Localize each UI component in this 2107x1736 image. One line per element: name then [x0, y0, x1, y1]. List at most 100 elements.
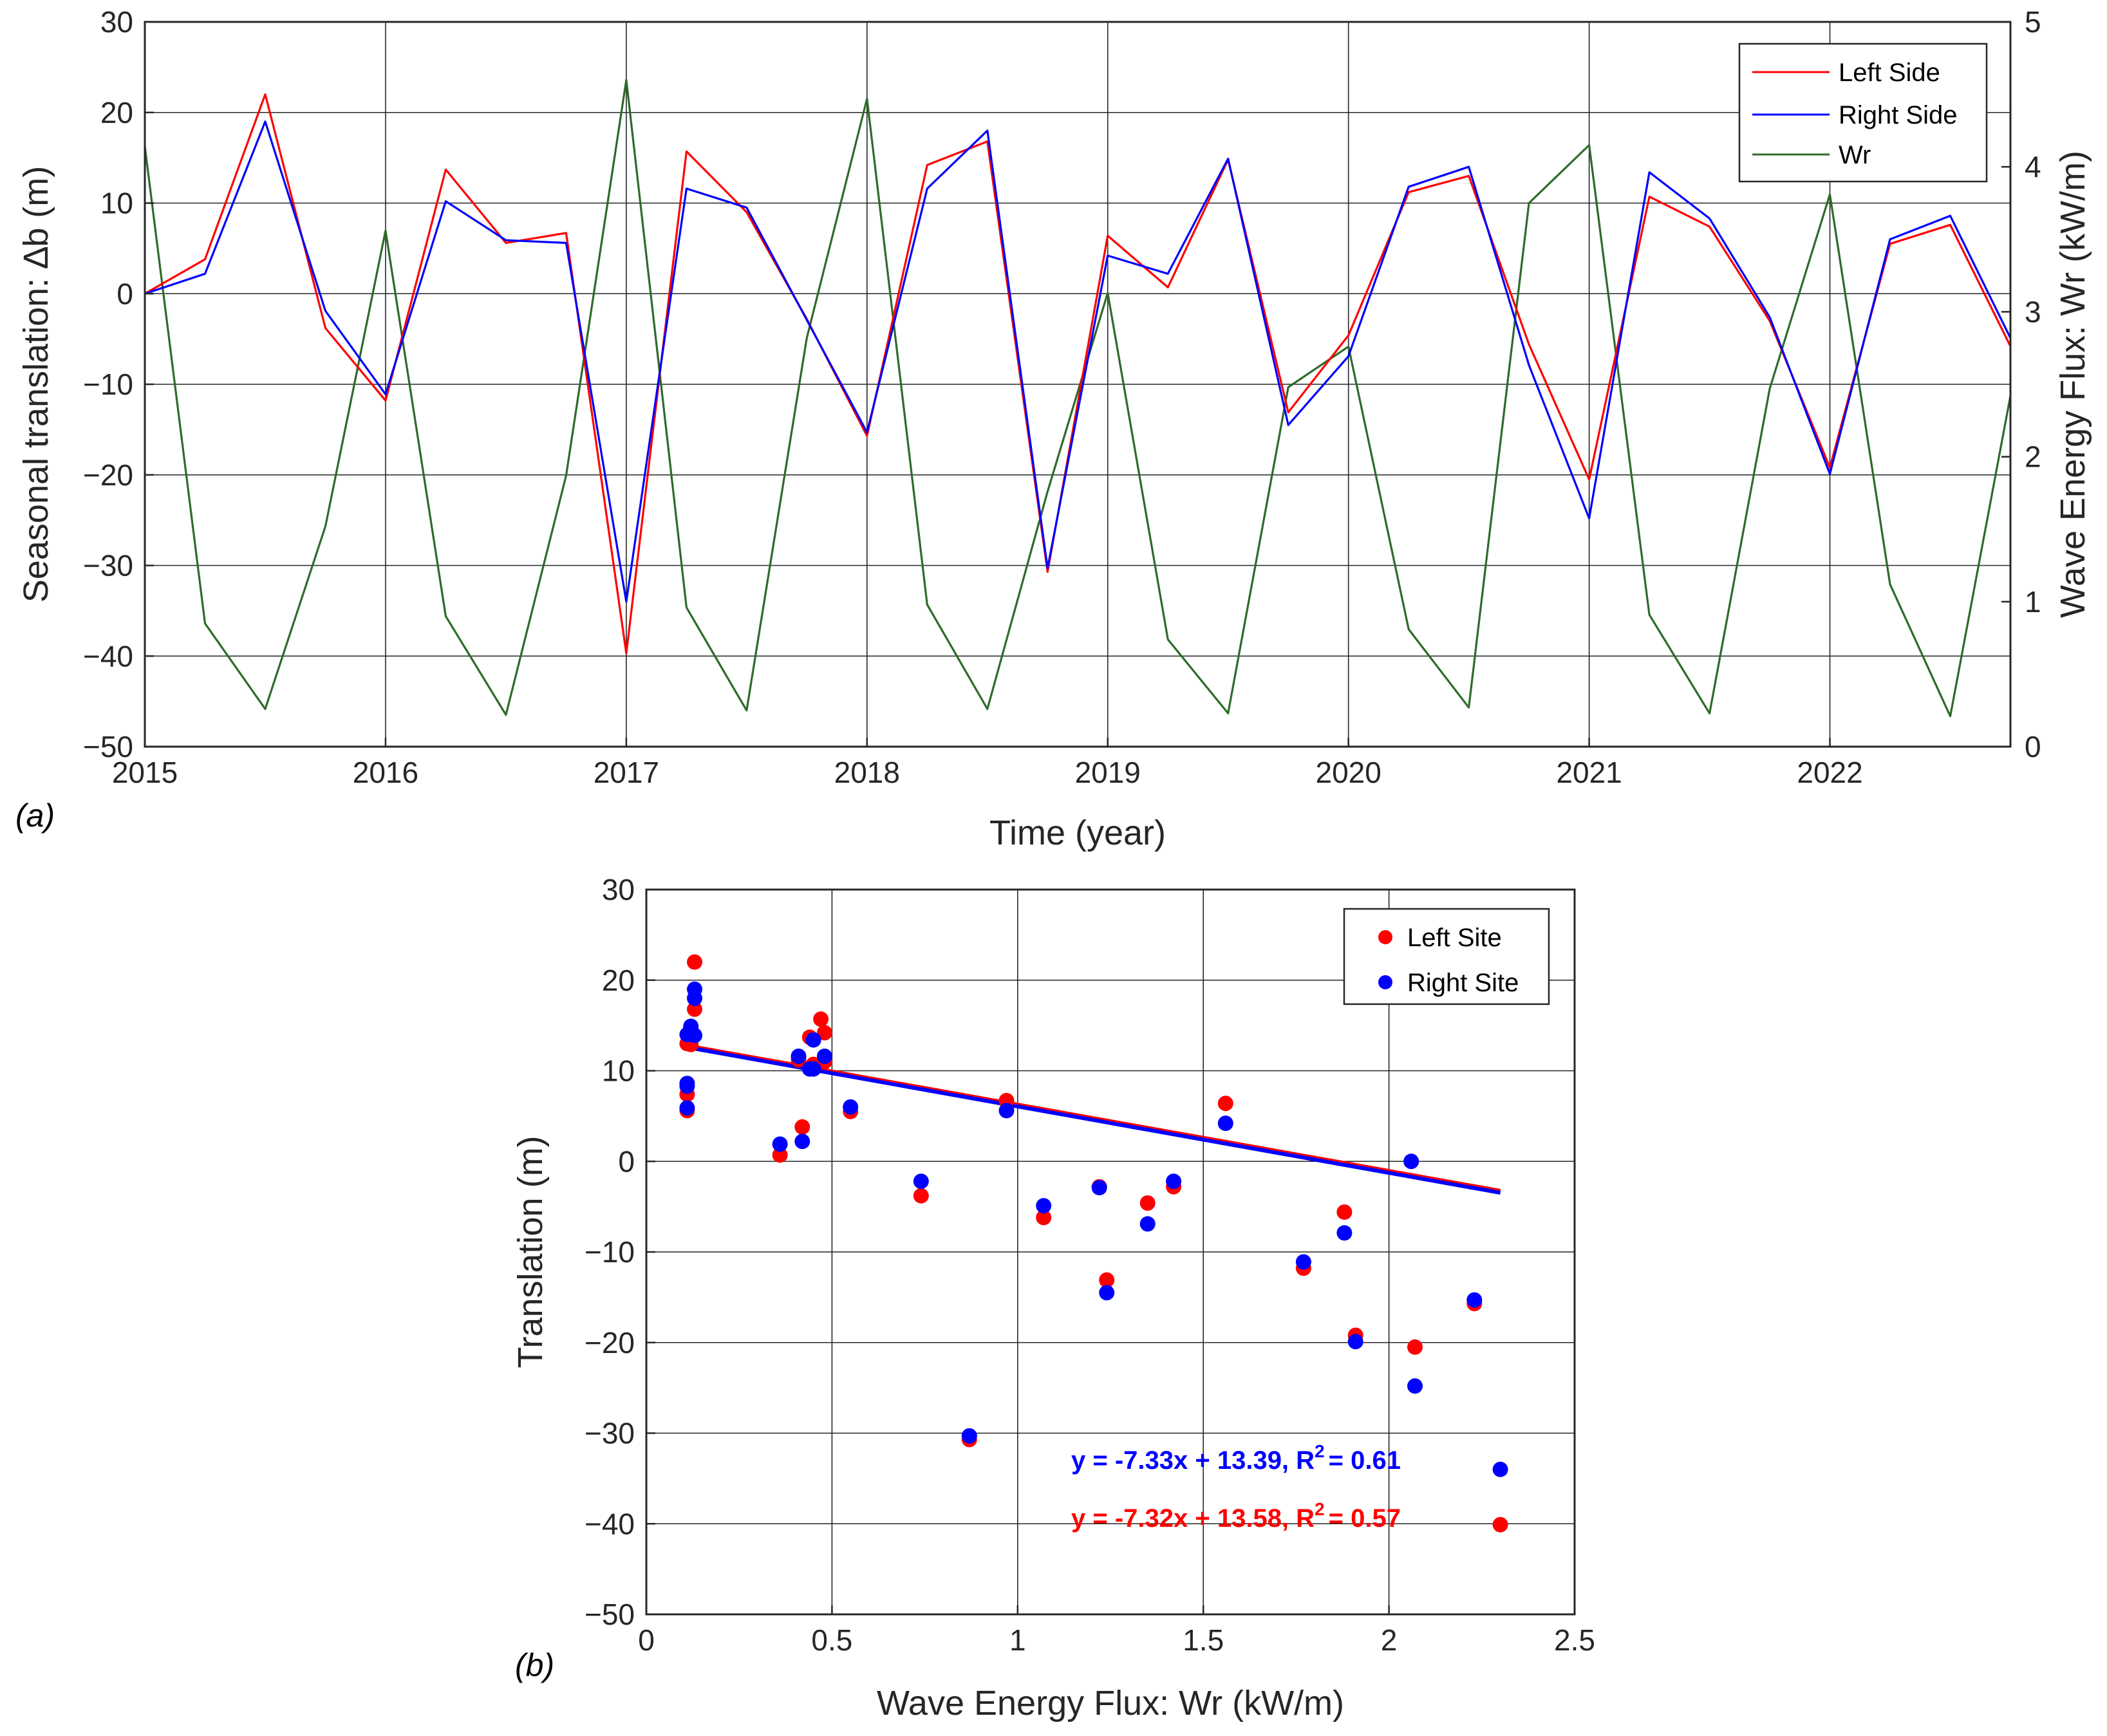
panel-a-legend: Left Side Right Side Wr — [1738, 42, 1988, 183]
legend-label-right-site: Right Site — [1407, 969, 1519, 997]
panel-a-ytick-label-5: 0 — [117, 277, 133, 310]
panel-a-ytick-label-2: −30 — [83, 549, 133, 583]
fit-equation-left-site: y = -7.32x + 13.58, R2 = 0.57 — [1071, 1499, 1401, 1533]
legend-label-left-site: Left Site — [1407, 924, 1502, 952]
scatter-point-right-site — [961, 1428, 977, 1444]
scatter-point-left-site — [687, 954, 702, 970]
panel-b-xtick-label-4: 2 — [1381, 1623, 1398, 1657]
scatter-point-right-site — [679, 1078, 695, 1094]
panel-a-xtick-label-2020: 2020 — [1316, 756, 1381, 789]
panel-a-xtick-label-2015: 2015 — [112, 756, 178, 789]
panel-a-ticks: 2015 2016 2017 2018 2019 2020 2021 2022−50−40−3… — [83, 5, 2041, 789]
panel-a-series — [144, 79, 2012, 718]
scatter-point-left-site — [687, 1001, 702, 1017]
panel-b-xtick-label-1: 0.5 — [811, 1623, 852, 1657]
panel-a-y2tick-label-4: 4 — [2025, 150, 2041, 183]
scatter-point-left-site — [913, 1188, 929, 1204]
scatter-point-right-site — [1336, 1225, 1353, 1241]
panel-a-ytick-label-4: −10 — [83, 368, 133, 401]
panel-b-ytick-label-0: −50 — [585, 1598, 635, 1631]
scatter-point-right-site — [913, 1173, 929, 1190]
panel-b-xtick-label-0: 0 — [638, 1623, 655, 1657]
scatter-point-right-site — [1139, 1216, 1156, 1232]
series-line-wr — [144, 79, 2012, 718]
panel-b-label: (b) — [515, 1647, 554, 1683]
legend-marker-left-site — [1378, 930, 1392, 944]
panel-a-ytick-label-8: 30 — [100, 5, 133, 39]
scatter-point-right-site — [1099, 1285, 1115, 1301]
panel-b-ticks: 0 0.5 1 1.5 2 2.5 −50 −40 −30 −20 −10 0 10 20 30 — [585, 873, 1595, 1657]
panel-a-ytick-label-7: 20 — [100, 96, 133, 129]
fit-equation-right-site: y = -7.33x + 13.39, R2 = 0.61 — [1071, 1441, 1401, 1475]
fit-equation-right-r2: = 0.61 — [1329, 1446, 1401, 1475]
scatter-point-right-site — [1403, 1153, 1419, 1170]
fit-equation-right-text: y = -7.33x + 13.39, R — [1071, 1446, 1315, 1475]
legend-label-wr: Wr — [1839, 141, 1871, 169]
scatter-point-right-site — [1407, 1378, 1423, 1394]
panel-a-y2tick-label-2: 2 — [2025, 440, 2041, 474]
scatter-point-left-site — [1336, 1204, 1353, 1220]
panel-a-y2tick-label-1: 1 — [2025, 585, 2041, 619]
panel-a-y2-axis-label: Wave Energy Flux: Wr (kW/m) — [2054, 151, 2092, 618]
panel-a-x-axis-label: Time (year) — [989, 814, 1166, 852]
panel-b-fit-lines — [686, 1043, 1501, 1195]
panel-b-chart: 0 0.5 1 1.5 2 2.5 −50 −40 −30 −20 −10 0 10 20 30 Wave … — [511, 873, 1595, 1722]
panel-a-ytick-label-6: 10 — [100, 187, 133, 220]
scatter-point-right-site — [805, 1061, 821, 1077]
panel-b-ytick-label-3: −20 — [585, 1326, 635, 1359]
panel-a-label: (a) — [15, 798, 55, 834]
panel-b-ytick-label-2: −30 — [585, 1417, 635, 1450]
panel-b-xtick-label-5: 2.5 — [1554, 1623, 1595, 1657]
scatter-point-right-site — [794, 1134, 810, 1150]
panel-a-y2tick-label-5: 5 — [2025, 5, 2041, 39]
panel-b-points — [679, 954, 1508, 1533]
legend-marker-right-site — [1378, 975, 1392, 989]
fit-equation-left-text: y = -7.32x + 13.58, R — [1071, 1504, 1315, 1533]
scatter-point-right-site — [791, 1049, 807, 1064]
scatter-point-right-site — [1091, 1180, 1107, 1196]
panel-a-ytick-label-3: −20 — [83, 458, 133, 492]
panel-b-ytick-label-4: −10 — [585, 1235, 635, 1269]
panel-b-ytick-label-8: 30 — [602, 873, 635, 906]
panel-a-y2tick-label-0: 0 — [2025, 730, 2041, 763]
scatter-point-left-site — [816, 1025, 832, 1041]
scatter-point-right-site — [687, 990, 702, 1006]
panel-b-xtick-label-2: 1 — [1009, 1623, 1026, 1657]
scatter-point-right-site — [1347, 1334, 1363, 1350]
scatter-point-right-site — [816, 1049, 832, 1064]
scatter-point-right-site — [998, 1103, 1015, 1119]
legend-label-right-side: Right Side — [1839, 101, 1958, 129]
scatter-point-right-site — [1492, 1461, 1508, 1477]
panel-a-legend-box — [1738, 42, 1988, 183]
panel-a-xtick-label-2022: 2022 — [1797, 756, 1862, 789]
scatter-point-right-site — [805, 1032, 821, 1048]
panel-a-y2tick-label-3: 3 — [2025, 295, 2041, 328]
panel-b-ytick-label-7: 20 — [602, 964, 635, 997]
scatter-point-left-site — [794, 1119, 810, 1135]
scatter-point-left-site — [1139, 1195, 1156, 1211]
panel-a-xtick-label-2018: 2018 — [834, 756, 900, 789]
panel-a-xtick-label-2017: 2017 — [594, 756, 659, 789]
scatter-point-right-site — [1217, 1115, 1233, 1132]
scatter-point-left-site — [1036, 1209, 1052, 1226]
panel-b-xtick-label-3: 1.5 — [1183, 1623, 1224, 1657]
scatter-point-left-site — [1099, 1272, 1115, 1288]
fit-equation-left-r2: = 0.57 — [1329, 1504, 1401, 1533]
scatter-point-right-site — [772, 1136, 788, 1152]
panel-b-ytick-label-6: 10 — [602, 1054, 635, 1088]
scatter-point-right-site — [843, 1099, 859, 1115]
legend-label-left-side: Left Side — [1839, 59, 1940, 87]
panel-a-chart: 2015 2016 2017 2018 2019 2020 2021 2022−50−40−3… — [15, 5, 2092, 852]
scatter-point-left-site — [772, 1147, 788, 1163]
scatter-point-right-site — [687, 1027, 702, 1043]
series-line-right-side — [144, 120, 2012, 603]
panel-b-x-axis-label: Wave Energy Flux: Wr (kW/m) — [877, 1684, 1344, 1722]
panel-b-ytick-label-1: −40 — [585, 1507, 635, 1540]
panel-a-y-axis-label: Seasonal translation: ∆b (m) — [17, 166, 55, 602]
panel-a-xtick-label-2021: 2021 — [1556, 756, 1622, 789]
panel-a-grid — [145, 22, 2010, 747]
panel-b-y-axis-label: Translation (m) — [511, 1135, 550, 1368]
panel-a-xtick-label-2019: 2019 — [1075, 756, 1141, 789]
panel-a-ytick-label-1: −40 — [83, 639, 133, 673]
